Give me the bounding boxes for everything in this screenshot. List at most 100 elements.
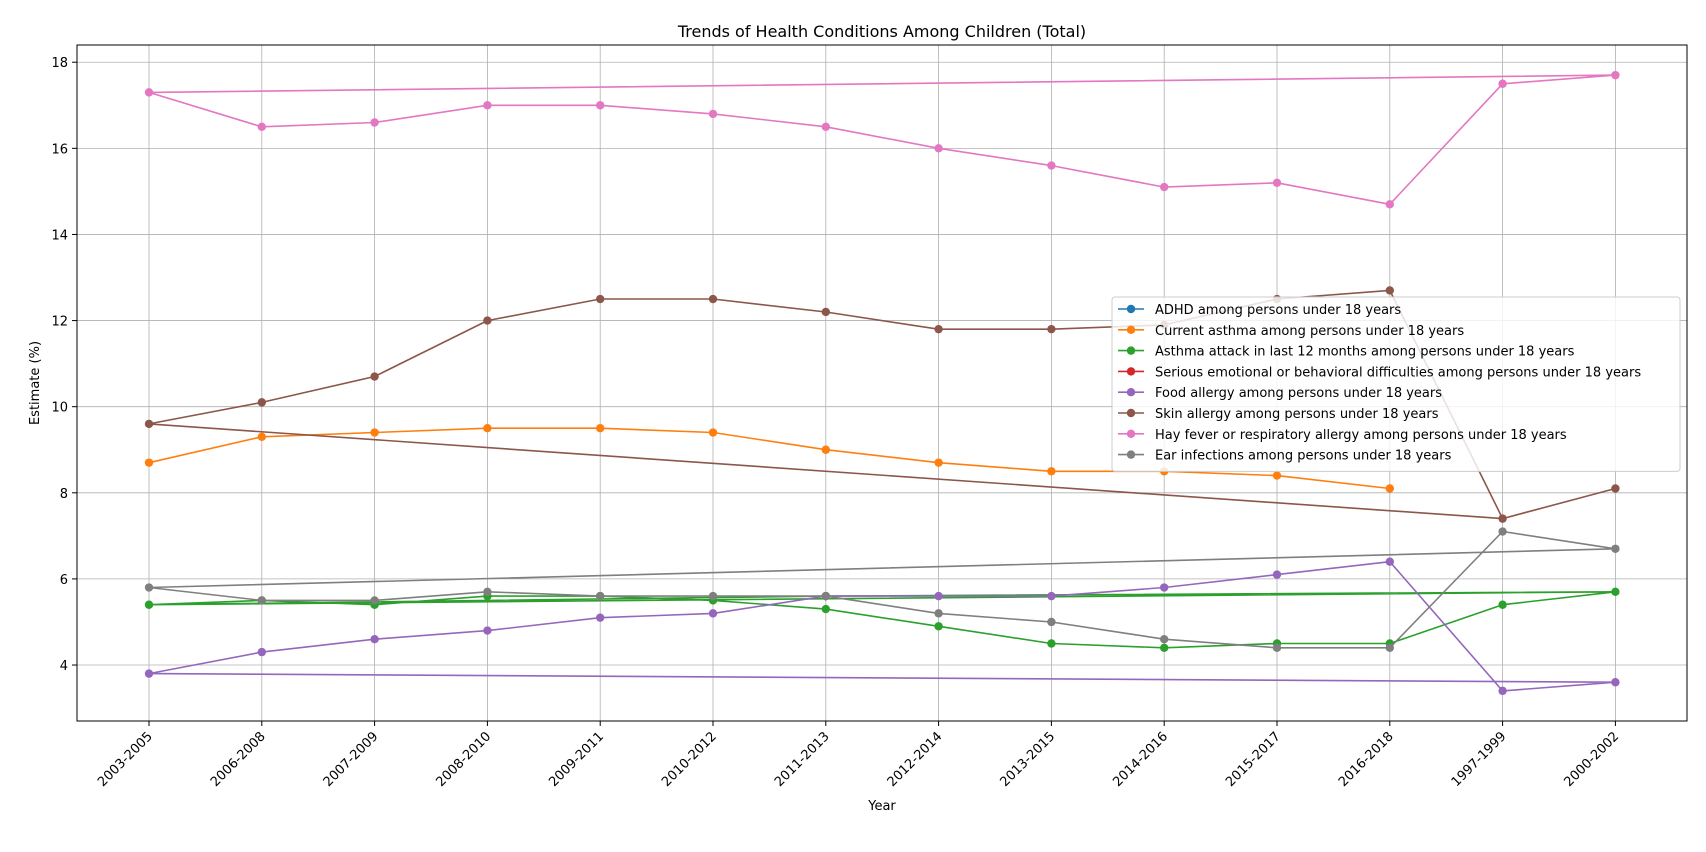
data-point <box>1272 178 1282 187</box>
legend-label: Asthma attack in last 12 months among pe… <box>1155 345 1575 360</box>
data-point <box>1611 484 1620 493</box>
legend-marker <box>1126 346 1136 355</box>
data-point <box>483 626 492 635</box>
legend-item: Current asthma among persons under 18 ye… <box>1118 324 1464 339</box>
legend-marker <box>1126 408 1136 418</box>
legend-item: ADHD among persons under 18 years <box>1118 303 1401 318</box>
data-point <box>1498 527 1507 536</box>
data-point <box>1047 324 1056 334</box>
data-point <box>370 596 379 605</box>
data-point <box>821 122 830 132</box>
data-point <box>1047 591 1056 601</box>
data-point <box>483 587 492 597</box>
data-point <box>1160 634 1169 644</box>
data-point <box>1160 182 1169 192</box>
legend-item: Ear infections among persons under 18 ye… <box>1118 449 1452 464</box>
legend-item: Hay fever or respiratory allergy among p… <box>1118 428 1567 443</box>
legend-marker <box>1126 450 1136 459</box>
data-point <box>1498 79 1507 88</box>
series-5 <box>144 286 1620 523</box>
data-point <box>1498 686 1507 696</box>
data-point <box>370 428 379 437</box>
data-point <box>1385 286 1395 295</box>
y-tick-label: 8 <box>60 487 68 502</box>
legend-item: Serious emotional or behavioral difficul… <box>1118 365 1641 380</box>
data-point <box>483 316 492 325</box>
data-point <box>821 591 830 601</box>
data-point <box>144 458 154 467</box>
y-tick-label: 18 <box>51 56 68 71</box>
series-layer <box>144 70 1620 696</box>
data-point <box>708 591 718 601</box>
legend-marker <box>1126 367 1136 376</box>
series-1 <box>144 424 1395 493</box>
data-point <box>1498 514 1507 523</box>
data-point <box>1047 467 1056 476</box>
data-point <box>1385 557 1395 566</box>
legend-marker <box>1126 388 1136 397</box>
data-point <box>483 101 492 110</box>
series-line <box>148 427 1390 490</box>
data-point <box>934 324 943 334</box>
y-tick-label: 12 <box>51 315 68 330</box>
data-point <box>934 609 943 618</box>
data-point <box>1160 583 1169 592</box>
data-point <box>1611 678 1620 687</box>
data-point <box>1160 643 1169 653</box>
data-point <box>596 294 605 304</box>
data-point <box>144 669 154 678</box>
plot-frame <box>76 44 1688 722</box>
legend-item: Food allergy among persons under 18 year… <box>1118 386 1442 401</box>
data-point <box>1047 161 1056 170</box>
data-point <box>596 591 605 601</box>
y-tick-label: 6 <box>60 573 68 588</box>
data-point <box>708 428 718 437</box>
data-point <box>821 604 830 614</box>
y-axis-label: Estimate (%) <box>28 341 43 425</box>
data-point <box>708 294 718 304</box>
legend-label: Serious emotional or behavioral difficul… <box>1155 365 1641 380</box>
data-point <box>708 109 718 119</box>
data-point <box>370 118 379 127</box>
data-point <box>1272 570 1282 579</box>
legend-label: Hay fever or respiratory allergy among p… <box>1155 428 1567 443</box>
data-point <box>1611 587 1620 597</box>
data-point <box>1047 639 1056 648</box>
data-point <box>934 458 943 467</box>
data-point <box>1385 200 1395 209</box>
data-point <box>1047 617 1056 627</box>
data-point <box>708 609 718 618</box>
legend-label: Current asthma among persons under 18 ye… <box>1155 324 1464 339</box>
legend-item: Skin allergy among persons under 18 year… <box>1118 407 1439 422</box>
data-point <box>257 398 266 407</box>
data-point <box>821 307 830 317</box>
legend-label: Food allergy among persons under 18 year… <box>1155 386 1442 401</box>
data-point <box>821 445 830 454</box>
series-6 <box>144 70 1620 209</box>
data-point <box>144 600 154 609</box>
data-point <box>596 424 605 433</box>
legend-marker <box>1126 429 1136 438</box>
y-tick-label: 10 <box>51 401 68 416</box>
legend-label: Skin allergy among persons under 18 year… <box>1155 407 1439 422</box>
legend: ADHD among persons under 18 years Current… <box>1111 296 1681 472</box>
data-point <box>934 622 943 631</box>
data-point <box>257 122 266 132</box>
legend-box <box>1111 296 1681 472</box>
data-point <box>370 634 379 644</box>
data-point <box>1385 643 1395 653</box>
legend-label: ADHD among persons under 18 years <box>1155 303 1401 318</box>
series-7 <box>144 527 1620 653</box>
data-point <box>596 101 605 110</box>
data-point <box>257 596 266 605</box>
legend-marker <box>1126 325 1136 334</box>
data-point <box>934 591 943 601</box>
data-point <box>483 424 492 433</box>
legend-label: Ear infections among persons under 18 ye… <box>1155 449 1452 464</box>
series-line <box>148 289 1617 520</box>
data-point <box>257 432 266 442</box>
data-point <box>934 144 943 153</box>
legend-item: Asthma attack in last 12 months among pe… <box>1118 345 1575 360</box>
data-point <box>1498 600 1507 609</box>
chart-title: Trends of Health Conditions Among Childr… <box>677 22 1086 41</box>
